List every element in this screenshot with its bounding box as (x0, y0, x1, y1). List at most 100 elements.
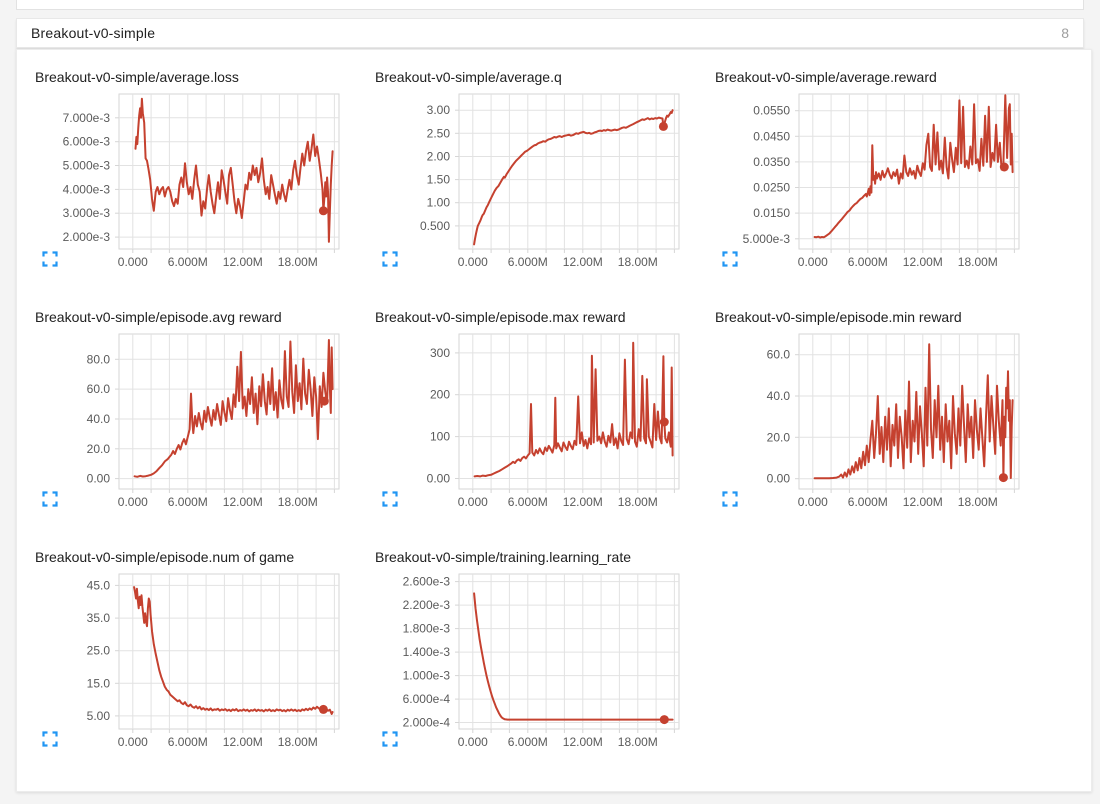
last-point-marker (658, 121, 668, 131)
chart-title: Breakout-v0-simple/episode.avg reward (35, 309, 282, 325)
y-tick-label: 20.0 (87, 442, 111, 456)
x-tick-label: 18.00M (618, 255, 658, 269)
chart-plot[interactable]: 2.000e-4 6.000e-4 1.000e-3 1.400e-3 1.800e-3… (375, 570, 707, 762)
plot-area (458, 573, 680, 730)
fullscreen-corners-icon (382, 731, 398, 747)
series-line (134, 97, 334, 243)
chart-plot[interactable]: 0.00 20.0 40.0 60.0 0.000 6.000M 12.00M 18.00M (715, 330, 1047, 522)
x-tick-label: 6.000M (168, 735, 208, 749)
x-tick-label: 0.000 (458, 735, 488, 749)
series-line (813, 94, 1014, 239)
y-tick-label: 6.000e-3 (63, 135, 111, 149)
x-tick-label: 0.000 (798, 255, 828, 269)
x-tick-label: 12.00M (903, 255, 943, 269)
chart-title: Breakout-v0-simple/average.q (375, 69, 562, 85)
x-tick-label: 18.00M (278, 255, 318, 269)
chart-svg-wrap: 0.00 100 200 300 0.000 6.000M 12.00M 18.00M (375, 330, 715, 527)
y-tick-label: 60.0 (87, 382, 111, 396)
expand-chart-button[interactable] (381, 251, 399, 269)
last-point-marker (659, 715, 669, 725)
section-header[interactable]: Breakout-v0-simple 8 (16, 18, 1084, 48)
chart-title: Breakout-v0-simple/training.learning_rat… (375, 549, 632, 565)
expand-chart-button[interactable] (41, 731, 59, 749)
plot-area (118, 573, 340, 730)
x-tick-label: 6.000M (508, 735, 548, 749)
series-line (473, 592, 674, 721)
y-tick-label: 0.00 (87, 472, 111, 486)
chart-plot[interactable]: 5.00 15.0 25.0 35.0 45.0 0.000 6.000M 12.00M 18.… (35, 570, 367, 762)
y-tick-label: 2.50 (427, 126, 451, 140)
y-tick-label: 200 (430, 388, 450, 402)
x-tick-label: 12.00M (223, 495, 263, 509)
x-tick-label: 18.00M (618, 735, 658, 749)
x-tick-label: 12.00M (223, 255, 263, 269)
y-tick-label: 60.0 (767, 348, 791, 362)
last-point-marker (998, 473, 1008, 483)
chart-plot[interactable]: 0.500 1.00 1.50 2.00 2.50 3.00 0.000 6.000M 12.0… (375, 90, 707, 282)
x-tick-label: 12.00M (903, 495, 943, 509)
last-point-marker (999, 162, 1009, 172)
plot-area (118, 333, 340, 490)
fullscreen-corners-icon (42, 251, 58, 267)
y-tick-label: 1.400e-3 (403, 645, 451, 659)
chart-svg-wrap: 0.500 1.00 1.50 2.00 2.50 3.00 0.000 6.000M 12.0… (375, 90, 715, 287)
x-tick-label: 6.000M (848, 255, 888, 269)
chart-title: Breakout-v0-simple/episode.max reward (375, 309, 626, 325)
fullscreen-corners-icon (722, 251, 738, 267)
expand-chart-button[interactable] (381, 731, 399, 749)
chart-title: Breakout-v0-simple/episode.min reward (715, 309, 962, 325)
y-tick-label: 40.0 (767, 389, 791, 403)
expand-chart-button[interactable] (41, 491, 59, 509)
last-point-marker (318, 704, 328, 714)
y-tick-label: 0.500 (420, 219, 450, 233)
y-tick-label: 2.600e-3 (403, 575, 451, 589)
x-tick-label: 6.000M (508, 255, 548, 269)
fullscreen-corners-icon (382, 491, 398, 507)
y-tick-label: 40.0 (87, 412, 111, 426)
chart-plot[interactable]: 5.000e-3 0.0150 0.0250 0.0350 0.0450 0.0550 0.… (715, 90, 1047, 282)
y-tick-label: 300 (430, 346, 450, 360)
chart-card: Breakout-v0-simple/training.learning_rat… (375, 548, 715, 788)
chart-title: Breakout-v0-simple/average.reward (715, 69, 937, 85)
previous-section-card-edge (16, 0, 1084, 10)
plot-area (458, 333, 680, 490)
charts-grid: Breakout-v0-simple/average.loss 2.000e-3… (35, 68, 1075, 788)
x-tick-label: 12.00M (563, 495, 603, 509)
chart-plot[interactable]: 0.00 20.0 40.0 60.0 80.0 0.000 6.000M 12.00M 18.… (35, 330, 367, 522)
y-tick-label: 35.0 (87, 611, 111, 625)
chart-card: Breakout-v0-simple/average.q 0.500 1.00 1.… (375, 68, 715, 308)
expand-chart-button[interactable] (41, 251, 59, 269)
y-tick-label: 25.0 (87, 644, 111, 658)
y-tick-label: 0.00 (427, 472, 451, 486)
x-tick-label: 18.00M (618, 495, 658, 509)
chart-svg-wrap: 5.000e-3 0.0150 0.0250 0.0350 0.0450 0.0550 0.… (715, 90, 1055, 287)
y-tick-label: 80.0 (87, 352, 111, 366)
chart-svg-wrap: 0.00 20.0 40.0 60.0 0.000 6.000M 12.00M 18.00M (715, 330, 1055, 527)
chart-card: Breakout-v0-simple/episode.max reward 0.… (375, 308, 715, 548)
y-tick-label: 100 (430, 430, 450, 444)
y-tick-label: 2.00 (427, 150, 451, 164)
last-point-marker (659, 417, 669, 427)
chart-plot[interactable]: 2.000e-3 3.000e-3 4.000e-3 5.000e-3 6.000e-3… (35, 90, 367, 282)
series-line (473, 341, 674, 478)
chart-svg-wrap: 2.000e-3 3.000e-3 4.000e-3 5.000e-3 6.000e-3… (35, 90, 375, 287)
y-tick-label: 5.000e-3 (743, 232, 791, 246)
expand-chart-button[interactable] (381, 491, 399, 509)
y-tick-label: 3.000e-3 (63, 206, 111, 220)
y-tick-label: 1.800e-3 (403, 622, 451, 636)
x-tick-label: 18.00M (278, 735, 318, 749)
section-content-card: Breakout-v0-simple/average.loss 2.000e-3… (16, 49, 1092, 792)
chart-svg-wrap: 0.00 20.0 40.0 60.0 80.0 0.000 6.000M 12.00M 18.… (35, 330, 375, 527)
chart-card: Breakout-v0-simple/episode.avg reward 0.… (35, 308, 375, 548)
x-tick-label: 18.00M (958, 255, 998, 269)
y-tick-label: 1.00 (427, 196, 451, 210)
chart-title: Breakout-v0-simple/average.loss (35, 69, 239, 85)
chart-card: Breakout-v0-simple/episode.num of game 5… (35, 548, 375, 788)
x-tick-label: 0.000 (118, 255, 148, 269)
expand-chart-button[interactable] (721, 491, 739, 509)
chart-plot[interactable]: 0.00 100 200 300 0.000 6.000M 12.00M 18.00M (375, 330, 707, 522)
chart-card: Breakout-v0-simple/episode.min reward 0.… (715, 308, 1055, 548)
x-tick-label: 0.000 (458, 495, 488, 509)
y-tick-label: 15.0 (87, 676, 111, 690)
expand-chart-button[interactable] (721, 251, 739, 269)
